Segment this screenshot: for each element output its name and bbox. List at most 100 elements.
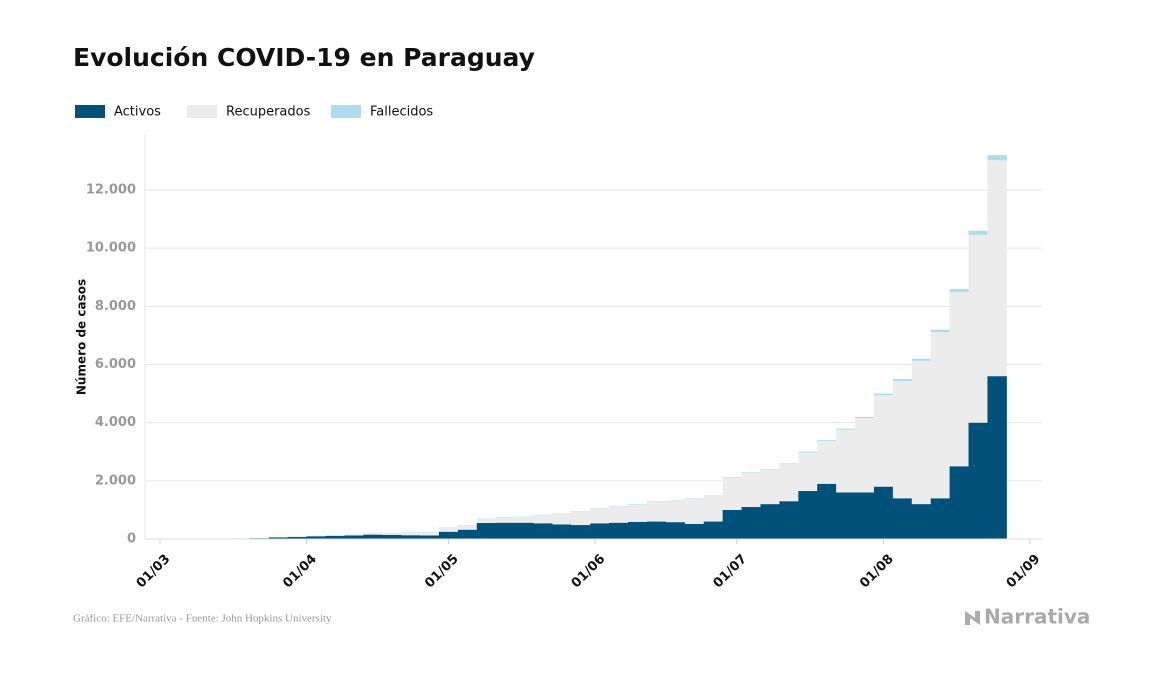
bar-segment xyxy=(476,518,497,524)
bar-segment xyxy=(514,522,535,539)
y-tick-label: 4.000 xyxy=(95,415,136,430)
bar-segment xyxy=(798,451,818,453)
bar-segment xyxy=(930,332,951,499)
bar-segment xyxy=(760,504,780,539)
y-tick-label: 12.000 xyxy=(86,183,136,198)
bar-segment xyxy=(382,534,402,539)
bar-segment xyxy=(268,537,289,539)
bar-segment xyxy=(930,329,951,333)
x-tick-label: 01/05 xyxy=(422,552,462,592)
bar-segment xyxy=(703,521,724,539)
bar-segment xyxy=(873,393,894,396)
bar-segment xyxy=(287,536,308,539)
bar-segment xyxy=(987,160,1007,377)
bar-segment xyxy=(817,440,837,484)
bar-segment xyxy=(892,379,913,381)
bar-segment xyxy=(968,230,988,235)
bar-segment xyxy=(892,380,913,499)
bar-segment xyxy=(590,523,610,539)
bar-segment xyxy=(873,486,894,539)
x-tick-label: 01/06 xyxy=(569,552,609,592)
bar-segment xyxy=(476,523,497,539)
bar-segment xyxy=(306,536,326,539)
bar-segment xyxy=(495,522,516,539)
bar-segment xyxy=(628,504,648,522)
bar-segment xyxy=(665,522,686,539)
bar-segment xyxy=(798,452,818,492)
bar-segment xyxy=(457,529,478,539)
bar-segment xyxy=(911,504,932,539)
legend-swatch xyxy=(75,105,105,118)
bar-segment xyxy=(344,535,364,539)
bar-segment xyxy=(779,501,799,539)
x-tick-label: 01/03 xyxy=(134,552,174,592)
bar-segment xyxy=(855,492,875,539)
bar-segment xyxy=(873,395,894,487)
bar-segment xyxy=(363,534,383,539)
bar-segment xyxy=(741,507,761,539)
bar-segment xyxy=(571,511,591,526)
y-tick-label: 10.000 xyxy=(86,241,136,256)
x-tick-label: 01/04 xyxy=(280,552,320,592)
bar-segment xyxy=(533,523,553,539)
bar-segment xyxy=(722,509,743,539)
bar-segment xyxy=(401,532,421,536)
bar-segment xyxy=(968,422,988,539)
bar-segment xyxy=(779,463,799,502)
bar-segment xyxy=(930,498,951,539)
source: Gráfico: EFE/Narrativa - Fuente: John Ho… xyxy=(73,613,332,625)
bar-segment xyxy=(836,492,856,539)
legend-label: Fallecidos xyxy=(370,105,433,120)
chart-title: Evolución COVID-19 en Paraguay xyxy=(73,43,535,72)
bar-segment xyxy=(344,534,364,536)
bar-segment xyxy=(325,535,345,539)
bar-segment xyxy=(363,533,383,535)
bar-segment xyxy=(779,463,799,464)
bar-segment xyxy=(817,483,837,539)
bar-segment xyxy=(420,535,440,539)
bar-segment xyxy=(722,477,743,510)
bar-segment xyxy=(817,440,837,441)
bar-segment xyxy=(590,508,610,524)
y-tick-label: 6.000 xyxy=(95,357,136,372)
bar-segment xyxy=(420,532,440,536)
bar-segment xyxy=(949,466,970,539)
bar-segment xyxy=(514,516,535,523)
y-axis-label: Número de casos xyxy=(75,279,89,395)
bar-segment xyxy=(647,521,667,539)
bar-segment xyxy=(836,429,856,493)
legend-swatch xyxy=(331,105,361,118)
bar-segment xyxy=(609,522,629,539)
bar-segment xyxy=(949,288,970,293)
y-tick-label: 8.000 xyxy=(95,299,136,314)
bar-segment xyxy=(552,513,572,525)
x-tick-label: 01/09 xyxy=(1004,552,1044,592)
bar-segment xyxy=(609,506,629,523)
bar-segment xyxy=(684,523,705,539)
bar-segment xyxy=(438,531,459,539)
legend-swatch xyxy=(187,105,217,118)
bar-segment xyxy=(987,376,1007,539)
bar-segment xyxy=(382,533,402,535)
brand: Narrativa xyxy=(984,605,1090,629)
bar-segment xyxy=(949,292,970,467)
bar-segment xyxy=(401,535,421,539)
bar-segment xyxy=(438,527,459,532)
y-tick-label: 0 xyxy=(127,532,136,547)
bar-segment xyxy=(911,360,932,505)
bar-segment xyxy=(968,234,988,423)
legend-label: Recuperados xyxy=(226,105,311,120)
bar-segment xyxy=(741,472,761,508)
bar-segment xyxy=(703,495,724,522)
bar-segment xyxy=(647,501,667,522)
bar-segment xyxy=(760,469,780,470)
bar-segment xyxy=(457,525,478,530)
bar-segment xyxy=(987,155,1007,161)
bar-segment xyxy=(684,498,705,524)
y-tick-label: 2.000 xyxy=(95,473,136,488)
brand-logo xyxy=(965,611,980,625)
bar-segment xyxy=(665,500,686,523)
bar-segment xyxy=(533,514,553,524)
bar-segment xyxy=(628,521,648,539)
